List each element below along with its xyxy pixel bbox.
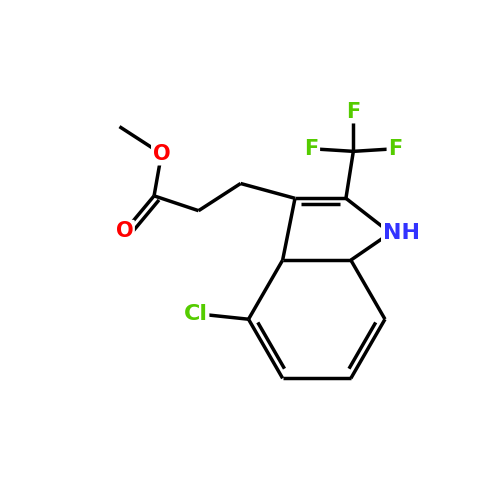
Text: O: O xyxy=(152,144,170,164)
Text: F: F xyxy=(388,139,402,159)
Text: Cl: Cl xyxy=(184,304,208,324)
Text: F: F xyxy=(304,139,318,159)
Text: O: O xyxy=(116,222,133,242)
Text: F: F xyxy=(346,102,360,122)
Text: NH: NH xyxy=(383,223,420,243)
